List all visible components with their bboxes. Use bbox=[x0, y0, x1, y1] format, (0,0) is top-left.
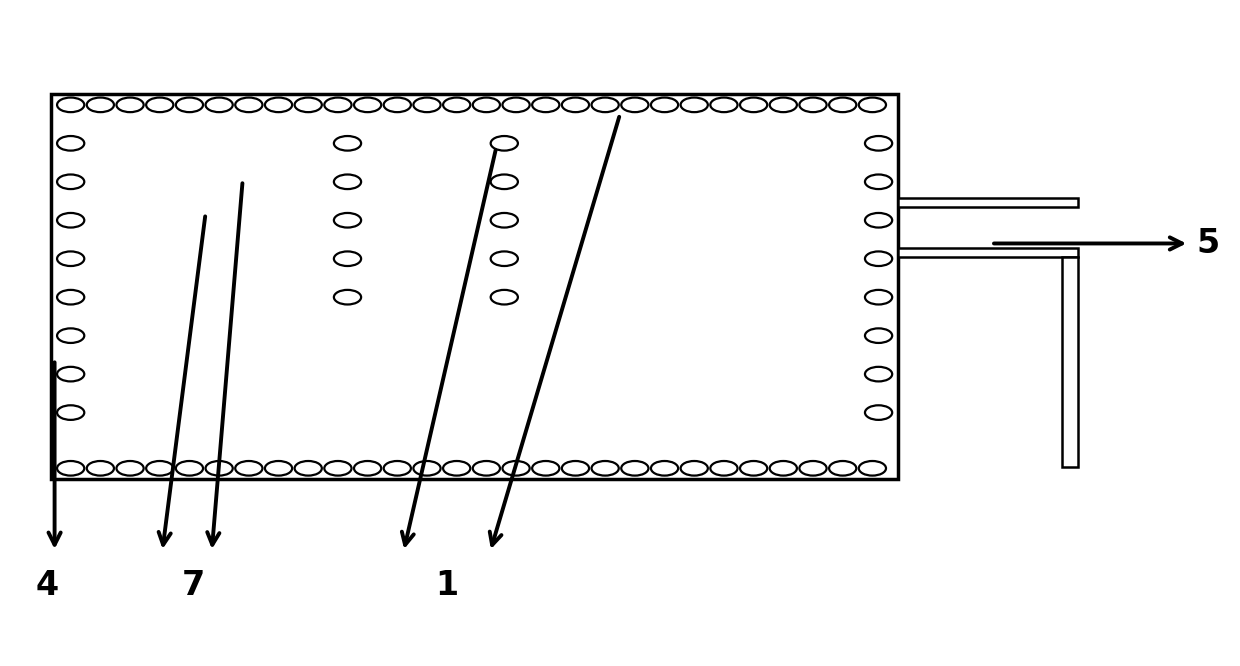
Circle shape bbox=[353, 97, 381, 112]
Circle shape bbox=[621, 461, 649, 476]
Circle shape bbox=[117, 97, 144, 112]
Circle shape bbox=[711, 97, 738, 112]
Circle shape bbox=[334, 213, 361, 228]
Circle shape bbox=[800, 461, 827, 476]
Circle shape bbox=[236, 97, 263, 112]
Circle shape bbox=[57, 174, 84, 189]
Circle shape bbox=[866, 290, 893, 304]
Circle shape bbox=[57, 461, 84, 476]
Circle shape bbox=[443, 97, 470, 112]
Circle shape bbox=[651, 461, 678, 476]
Circle shape bbox=[866, 406, 893, 420]
Circle shape bbox=[443, 461, 470, 476]
Circle shape bbox=[383, 461, 410, 476]
Circle shape bbox=[866, 136, 893, 151]
Circle shape bbox=[740, 461, 768, 476]
Circle shape bbox=[591, 461, 619, 476]
Bar bbox=[51, 95, 898, 479]
Circle shape bbox=[770, 97, 797, 112]
Circle shape bbox=[353, 461, 381, 476]
Circle shape bbox=[532, 97, 559, 112]
Circle shape bbox=[265, 461, 293, 476]
Circle shape bbox=[413, 461, 440, 476]
Circle shape bbox=[681, 97, 708, 112]
Circle shape bbox=[57, 97, 84, 112]
Circle shape bbox=[87, 97, 114, 112]
Text: 7: 7 bbox=[181, 569, 205, 601]
Circle shape bbox=[740, 97, 768, 112]
Circle shape bbox=[383, 97, 410, 112]
Circle shape bbox=[502, 461, 529, 476]
Circle shape bbox=[491, 252, 518, 266]
Circle shape bbox=[491, 213, 518, 228]
Circle shape bbox=[800, 97, 827, 112]
Circle shape bbox=[472, 97, 500, 112]
Circle shape bbox=[491, 136, 518, 151]
Circle shape bbox=[859, 461, 887, 476]
Circle shape bbox=[295, 461, 322, 476]
Circle shape bbox=[491, 174, 518, 189]
Circle shape bbox=[57, 213, 84, 228]
Circle shape bbox=[866, 252, 893, 266]
Circle shape bbox=[146, 97, 174, 112]
Circle shape bbox=[176, 461, 203, 476]
Circle shape bbox=[830, 461, 857, 476]
Circle shape bbox=[472, 461, 500, 476]
Circle shape bbox=[265, 97, 293, 112]
Bar bbox=[1061, 256, 1078, 468]
Bar bbox=[898, 248, 1078, 256]
Circle shape bbox=[621, 97, 649, 112]
Circle shape bbox=[562, 461, 589, 476]
Circle shape bbox=[57, 367, 84, 382]
Circle shape bbox=[334, 136, 361, 151]
Circle shape bbox=[206, 461, 233, 476]
Circle shape bbox=[87, 461, 114, 476]
Circle shape bbox=[57, 406, 84, 420]
Circle shape bbox=[830, 97, 857, 112]
Circle shape bbox=[117, 461, 144, 476]
Circle shape bbox=[146, 461, 174, 476]
Circle shape bbox=[711, 461, 738, 476]
Circle shape bbox=[334, 174, 361, 189]
Circle shape bbox=[57, 136, 84, 151]
Circle shape bbox=[491, 290, 518, 304]
Circle shape bbox=[866, 367, 893, 382]
Text: 4: 4 bbox=[36, 569, 58, 601]
Circle shape bbox=[176, 97, 203, 112]
Circle shape bbox=[866, 328, 893, 343]
Circle shape bbox=[532, 461, 559, 476]
Circle shape bbox=[770, 461, 797, 476]
Circle shape bbox=[295, 97, 322, 112]
Circle shape bbox=[562, 97, 589, 112]
Circle shape bbox=[866, 174, 893, 189]
Circle shape bbox=[502, 97, 529, 112]
Circle shape bbox=[591, 97, 619, 112]
Circle shape bbox=[57, 252, 84, 266]
Circle shape bbox=[57, 328, 84, 343]
Circle shape bbox=[866, 213, 893, 228]
Circle shape bbox=[57, 290, 84, 304]
Circle shape bbox=[325, 97, 351, 112]
Circle shape bbox=[236, 461, 263, 476]
Circle shape bbox=[334, 290, 361, 304]
Circle shape bbox=[681, 461, 708, 476]
Circle shape bbox=[651, 97, 678, 112]
Circle shape bbox=[413, 97, 440, 112]
Text: 1: 1 bbox=[435, 569, 459, 601]
Bar bbox=[898, 198, 1078, 206]
Circle shape bbox=[859, 97, 887, 112]
Circle shape bbox=[325, 461, 351, 476]
Text: 5: 5 bbox=[1197, 227, 1219, 260]
Circle shape bbox=[206, 97, 233, 112]
Circle shape bbox=[334, 252, 361, 266]
